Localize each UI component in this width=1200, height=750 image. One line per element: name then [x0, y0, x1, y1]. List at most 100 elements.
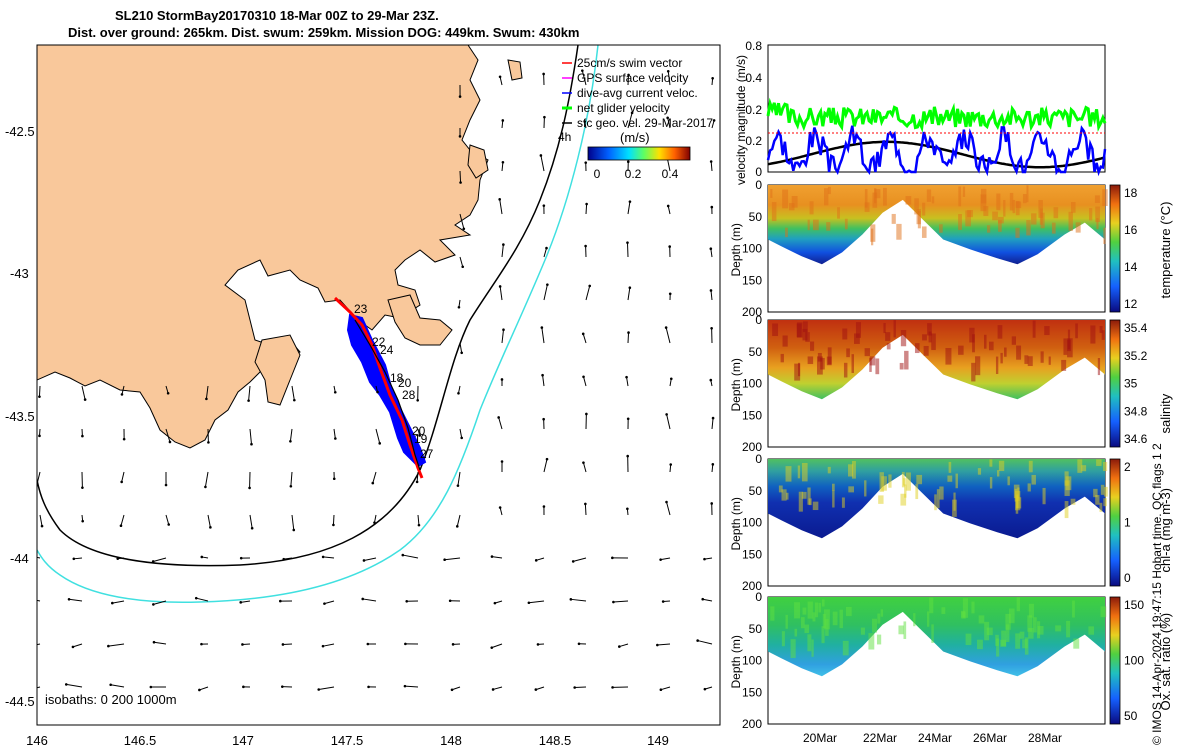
section-texture: [931, 196, 935, 204]
geo-velocity-arrow: [455, 514, 461, 528]
section-texture: [1019, 631, 1025, 639]
section-texture: [846, 348, 850, 358]
geo-velocity-arrow: [626, 507, 629, 516]
section-texture: [821, 599, 825, 607]
section-texture: [998, 460, 1005, 472]
section-texture: [962, 186, 966, 197]
section-texture: [1051, 222, 1056, 234]
section-texture: [1081, 465, 1087, 472]
x-tick-label: 146: [26, 733, 48, 748]
section-texture: [905, 472, 911, 491]
colorbar-tick-label: 12: [1124, 297, 1138, 311]
colorbar-label: temperature (°C): [1158, 202, 1173, 299]
section-texture: [796, 323, 802, 338]
geo-velocity-arrow: [362, 557, 377, 562]
section-texture: [1100, 606, 1107, 618]
section-colorbar: [1109, 596, 1121, 725]
section-colorbar: [1109, 319, 1121, 448]
section-texture: [975, 356, 981, 376]
depth-tick-label: 50: [749, 484, 763, 498]
section-texture: [812, 612, 816, 622]
geo-velocity-arrow: [543, 283, 549, 301]
tasmania-land: [37, 45, 489, 449]
geo-velocity-arrow: [37, 643, 41, 646]
geo-velocity-arrow: [659, 557, 671, 561]
geo-velocity-arrow: [165, 428, 172, 444]
section-texture: [824, 188, 829, 206]
legend-dive-avg-current: dive-avg current veloc.: [577, 86, 698, 100]
geo-velocity-arrow: [282, 557, 293, 561]
y-tick-label: 0: [755, 165, 762, 179]
geo-velocity-arrow: [659, 686, 671, 692]
geo-velocity-arrow: [611, 686, 629, 689]
net-glider-velocity-line: [766, 97, 1107, 133]
geo-velocity-arrow: [459, 170, 462, 184]
geo-velocity-arrow: [626, 241, 629, 258]
geo-velocity-arrow: [458, 127, 462, 138]
section-texture: [851, 461, 856, 479]
section-texture: [807, 487, 811, 505]
section-texture: [827, 186, 831, 195]
section-texture: [987, 225, 991, 233]
section-texture: [971, 601, 975, 614]
section-texture: [1095, 494, 1100, 505]
geo-velocity-arrow: [361, 597, 377, 602]
figure-title-line2: Dist. over ground: 265km. Dist. swum: 25…: [68, 25, 580, 40]
geo-velocity-arrow: [37, 599, 41, 602]
y-tick-label: -44.5: [5, 694, 35, 709]
depth-tick-label: 150: [742, 273, 762, 287]
depth-tick-label: 150: [742, 408, 762, 422]
x-tick-label: 149: [647, 733, 669, 748]
section-texture: [914, 198, 919, 215]
geo-velocity-arrow: [291, 385, 296, 402]
geo-velocity-arrow: [459, 428, 463, 440]
section-texture: [893, 320, 896, 338]
section-texture: [1032, 617, 1037, 633]
section-texture: [821, 626, 825, 644]
north-coast-islet: [507, 59, 523, 81]
colorbar-tick-label: 34.8: [1124, 404, 1148, 418]
geo-velocity-arrow: [627, 200, 632, 215]
geo-velocity-arrow: [666, 116, 671, 129]
geo-velocity-arrow: [448, 599, 461, 603]
section-texture: [872, 192, 878, 208]
geo-velocity-arrow: [122, 428, 126, 441]
geo-velocity-arrow: [542, 204, 546, 215]
section-texture: [841, 497, 845, 508]
colorbar-tick-label: 35.2: [1124, 349, 1148, 363]
section-texture: [1022, 193, 1027, 204]
section-texture: [844, 218, 848, 230]
geo-velocity-arrow: [669, 377, 673, 387]
section-panel-0: 0 50 100 150 200 Depth (m) 12 14 16 18 temperature…: [729, 178, 1173, 319]
section-texture: [1070, 202, 1076, 213]
geo-velocity-arrow: [405, 599, 419, 603]
geo-velocity-arrow: [120, 385, 125, 396]
section-texture: [931, 333, 936, 351]
section-texture: [804, 624, 810, 634]
section-texture: [1027, 356, 1033, 367]
geo-velocity-arrows: [37, 69, 716, 692]
track-label: 22: [372, 335, 386, 349]
geo-velocity-arrow: [198, 686, 209, 692]
section-texture: [851, 354, 854, 374]
geo-velocity-arrow: [333, 385, 337, 394]
geo-velocity-arrow: [618, 643, 629, 648]
section-texture: [809, 201, 814, 215]
speed-colorbar-tick: 0: [594, 167, 601, 181]
colorbar-tick-label: 18: [1124, 186, 1138, 200]
section-texture: [900, 329, 907, 347]
section-texture: [1067, 329, 1071, 350]
y-tick-label: -44: [10, 551, 29, 566]
section-texture: [972, 334, 975, 353]
geo-velocity-arrow: [711, 416, 715, 430]
geo-velocity-arrow: [281, 685, 293, 688]
legend-gps-velocity: GPS surface velocity: [577, 71, 688, 85]
geo-velocity-arrow: [107, 643, 125, 648]
section-texture: [998, 220, 1002, 232]
section-texture: [881, 476, 887, 491]
colorbar-tick-label: 100: [1124, 654, 1144, 668]
geo-velocity-arrow: [403, 684, 419, 688]
geo-velocity-arrow: [491, 686, 503, 691]
